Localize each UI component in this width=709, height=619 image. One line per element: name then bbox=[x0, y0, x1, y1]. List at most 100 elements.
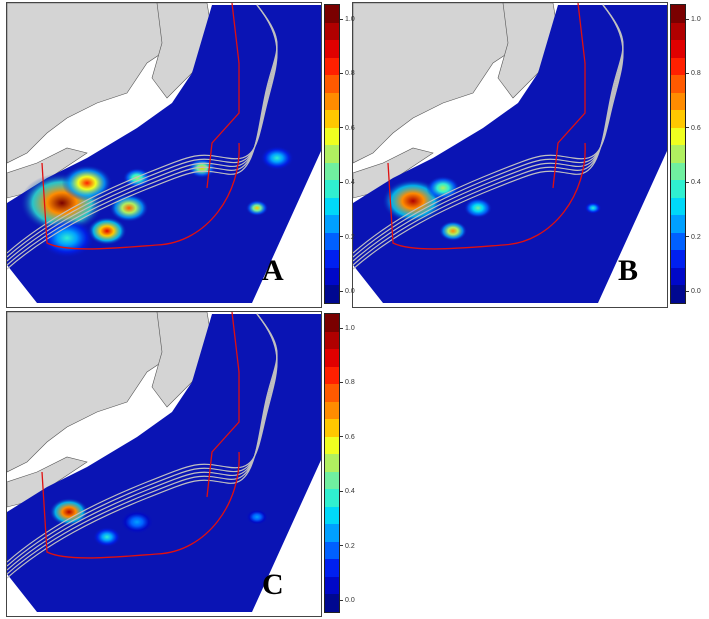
colorbar-band bbox=[325, 419, 339, 437]
colorbar-band bbox=[325, 331, 339, 350]
bathymetry-contour bbox=[7, 313, 278, 571]
colorbar-band bbox=[325, 576, 339, 595]
colorbar-tick-label: 1.0 bbox=[340, 325, 355, 332]
colorbar-tick-label: 0.0 bbox=[340, 597, 355, 604]
colorbar-band bbox=[671, 22, 685, 41]
colorbar-band bbox=[325, 314, 339, 332]
colorbar-tick-label: 0.4 bbox=[340, 488, 355, 495]
density-hotspot bbox=[39, 218, 95, 258]
colorbar-band bbox=[325, 559, 339, 577]
bathymetry-contour bbox=[7, 313, 278, 567]
colorbar-band bbox=[325, 384, 339, 402]
bathymetry-contour bbox=[7, 313, 278, 563]
bathymetry-contour bbox=[353, 4, 624, 262]
colorbar-tick-label: 0.6 bbox=[340, 125, 355, 132]
colorbar-band bbox=[325, 524, 339, 542]
density-hotspot bbox=[464, 198, 492, 218]
bathymetry-contour bbox=[7, 313, 278, 579]
colorbar-ticks-b: 1.0 0.8 0.6 0.4 0.2 0.0 bbox=[686, 4, 709, 302]
colorbar-ticks-a: 1.0 0.8 0.6 0.4 0.2 0.0 bbox=[340, 4, 370, 302]
colorbar-band bbox=[325, 22, 339, 41]
colorbar-band bbox=[671, 92, 685, 111]
eez-boundary bbox=[41, 3, 240, 250]
bathymetry-contour bbox=[7, 4, 278, 262]
colorbar-tick-label: 0.2 bbox=[340, 543, 355, 550]
colorbar-band bbox=[325, 349, 339, 367]
land-newfoundland bbox=[497, 3, 559, 99]
colorbar-band bbox=[671, 285, 685, 303]
colorbar-band bbox=[325, 471, 339, 490]
panel-label-b: B bbox=[618, 254, 639, 287]
colorbar-band bbox=[325, 366, 339, 385]
density-hotspot bbox=[426, 176, 460, 200]
colorbar-a bbox=[324, 4, 340, 304]
colorbar-tick-label: 0.2 bbox=[340, 234, 355, 241]
land-newfoundland bbox=[151, 312, 213, 408]
colorbar-band bbox=[325, 180, 339, 198]
colorbar-ticks-c: 1.0 0.8 0.6 0.4 0.2 0.0 bbox=[340, 313, 370, 611]
land-nova-scotia bbox=[353, 147, 434, 199]
colorbar-band bbox=[671, 127, 685, 146]
bathymetry-contour bbox=[353, 4, 624, 266]
colorbar-band bbox=[671, 5, 685, 23]
colorbar-band bbox=[325, 92, 339, 111]
density-hotspot bbox=[61, 165, 113, 201]
density-hotspot bbox=[93, 527, 121, 547]
colorbar-band bbox=[325, 75, 339, 93]
colorbar-tick-label: 0.8 bbox=[340, 379, 355, 386]
colorbar-band bbox=[325, 541, 339, 560]
density-hotspot bbox=[439, 221, 467, 241]
bathymetry-contour bbox=[7, 313, 278, 575]
density-hotspot bbox=[260, 146, 294, 170]
bathymetry-contour bbox=[7, 4, 278, 254]
density-hotspot bbox=[245, 509, 269, 525]
bathymetry-contour bbox=[7, 4, 278, 258]
colorbar-band bbox=[325, 40, 339, 58]
colorbar-band bbox=[671, 110, 685, 128]
colorbar-tick-label: 0.6 bbox=[340, 434, 355, 441]
colorbar-band bbox=[671, 75, 685, 93]
colorbar-tick-label: 0.6 bbox=[686, 125, 701, 132]
colorbar-band bbox=[325, 232, 339, 251]
density-hotspot bbox=[584, 202, 602, 214]
colorbar-band bbox=[671, 57, 685, 76]
bathymetry-contour bbox=[353, 4, 624, 258]
eez-boundary bbox=[387, 3, 586, 250]
survey-area bbox=[353, 5, 667, 303]
colorbar-band bbox=[325, 145, 339, 163]
bathymetry-contour bbox=[7, 4, 278, 270]
colorbar-band bbox=[325, 127, 339, 146]
bathymetry-contour bbox=[353, 4, 624, 270]
colorbar-tick-label: 0.0 bbox=[340, 288, 355, 295]
colorbar-tick-label: 0.8 bbox=[340, 70, 355, 77]
colorbar-band bbox=[671, 215, 685, 233]
colorbar-band bbox=[671, 267, 685, 286]
colorbar-band bbox=[325, 436, 339, 455]
colorbar-band bbox=[325, 285, 339, 303]
colorbar-band bbox=[671, 180, 685, 198]
land-newfoundland bbox=[151, 3, 213, 99]
land-nova-scotia bbox=[7, 456, 88, 508]
colorbar-c bbox=[324, 313, 340, 613]
map-panel-b bbox=[352, 2, 668, 308]
bathymetry-contour bbox=[353, 4, 624, 254]
colorbar-band bbox=[325, 57, 339, 76]
colorbar-tick-label: 0.0 bbox=[686, 288, 701, 295]
colorbar-band bbox=[671, 162, 685, 181]
colorbar-band bbox=[671, 40, 685, 58]
colorbar-band bbox=[325, 401, 339, 420]
colorbar-tick-label: 0.4 bbox=[686, 179, 701, 186]
colorbar-tick-label: 1.0 bbox=[340, 16, 355, 23]
colorbar-band bbox=[325, 267, 339, 286]
colorbar-tick-label: 1.0 bbox=[686, 16, 701, 23]
density-hotspot bbox=[123, 168, 151, 188]
colorbar-tick-label: 0.2 bbox=[686, 234, 701, 241]
bathymetry-contour bbox=[7, 4, 278, 266]
colorbar-band bbox=[325, 162, 339, 181]
colorbar-band bbox=[325, 594, 339, 612]
survey-area bbox=[7, 314, 321, 612]
land-nova-scotia bbox=[7, 147, 88, 199]
eez-boundary bbox=[41, 312, 240, 559]
density-hotspot bbox=[120, 510, 154, 534]
colorbar-band bbox=[325, 5, 339, 23]
